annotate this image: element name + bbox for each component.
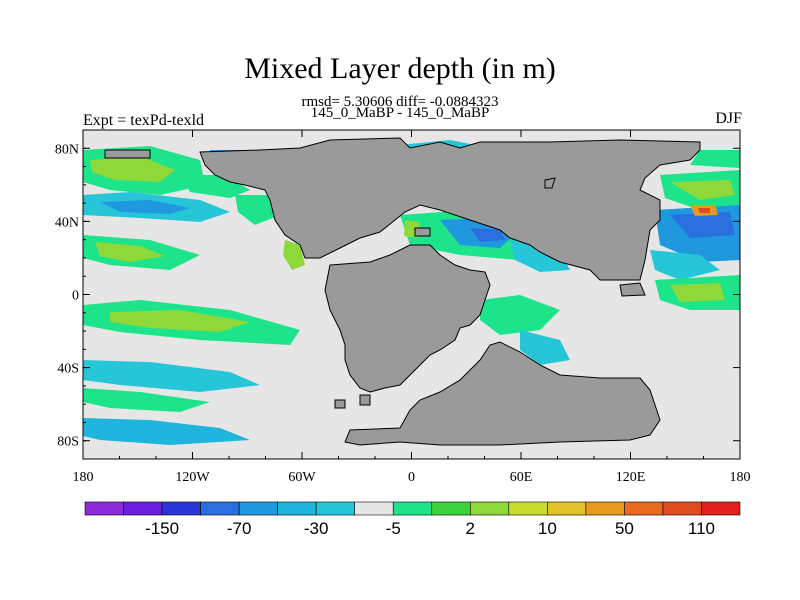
patch-cyan-indian — [520, 330, 570, 365]
lon-tick-label: 0 — [408, 470, 415, 485]
colorbar-label: 10 — [538, 519, 557, 538]
colorbar-segment — [624, 501, 664, 516]
patch-darkblue-tethys — [470, 228, 505, 242]
colorbar-segment — [123, 501, 163, 516]
lon-tick-label: 120E — [616, 470, 646, 485]
latitude-axis: 80N 40N 0 40S 80S — [55, 129, 740, 460]
lon-tick-label: 180 — [730, 470, 751, 485]
patch-red-hotspot — [698, 208, 710, 213]
patch-lime-pacific-equator — [670, 283, 725, 302]
colorbar-segment — [431, 501, 471, 516]
lat-tick-label: 80S — [57, 435, 79, 450]
patch-green-atlantic — [235, 195, 280, 225]
patch-green-south — [83, 388, 210, 412]
land-island-c — [414, 227, 431, 237]
colorbar: -150 -70 -30 -5 2 10 50 110 — [84, 501, 741, 538]
colorbar-segment — [238, 501, 278, 516]
land-island-d — [359, 394, 371, 406]
patch-green-indian — [480, 295, 560, 335]
patch-lime-west-pacific — [95, 242, 165, 262]
colorbar-segment — [508, 501, 548, 516]
colorbar-segment — [161, 501, 201, 516]
patch-cyan-tethys — [510, 240, 570, 272]
colorbar-label: -30 — [304, 519, 329, 538]
lon-tick-label: 60E — [510, 470, 533, 485]
comparison-label: 145_0_MaBP - 145_0_MaBP — [310, 105, 490, 121]
lon-tick-label: 60W — [288, 470, 316, 485]
colorbar-segment — [585, 501, 625, 516]
colorbar-label: 2 — [466, 519, 475, 538]
patch-lime-atlantic — [283, 240, 305, 270]
colorbar-label: -5 — [386, 519, 401, 538]
colorbar-segment — [547, 501, 587, 516]
colorbar-segment — [469, 501, 510, 516]
land-island-a — [619, 282, 646, 297]
land-island-e — [334, 399, 346, 409]
patch-cyan-west-pacific — [650, 250, 720, 280]
patch-green-east-pacific — [690, 150, 740, 168]
lat-tick-label: 40N — [55, 215, 79, 230]
patch-darkblue-northwest-pacific — [670, 212, 735, 238]
land-masses — [104, 137, 701, 446]
land-greenland — [104, 149, 151, 159]
colorbar-label: -150 — [145, 519, 179, 538]
patch-blue — [100, 200, 190, 214]
colorbar-segment — [200, 501, 240, 516]
lat-tick-label: 80N — [55, 142, 79, 157]
colorbar-segment — [354, 501, 394, 516]
lon-tick-label: 180 — [73, 470, 94, 485]
patch-lightblue-southern — [83, 418, 250, 445]
longitude-axis: 180 120W 60W 0 60E 120E 180 — [73, 130, 751, 485]
patch-lime-east-asia — [670, 180, 735, 200]
colorbar-segment — [84, 501, 124, 516]
patch-cyan-south — [83, 360, 260, 392]
lat-tick-label: 0 — [72, 289, 79, 304]
experiment-label: Expt = texPd-texld — [83, 112, 205, 129]
ocean-anomaly-patches — [83, 140, 740, 445]
map-panel — [83, 130, 740, 459]
land-north-america-eurasia — [199, 137, 701, 281]
land-south-america-africa — [324, 244, 491, 393]
colorbar-segment — [392, 501, 433, 516]
colorbar-label: -70 — [227, 519, 252, 538]
land-antarctica-australia — [344, 341, 661, 446]
lon-tick-label: 120W — [175, 470, 210, 485]
colorbar-segment — [277, 501, 317, 516]
colorbar-segment — [315, 501, 356, 516]
colorbar-segment — [662, 501, 702, 516]
map-title: Mixed Layer depth (in m) — [244, 52, 556, 85]
land-island-b — [544, 177, 556, 189]
stats-label: rmsd= 5.30606 diff= -0.0884323 — [301, 94, 499, 110]
lat-tick-label: 40S — [57, 362, 79, 377]
patch-lime-south-pacific — [110, 310, 250, 332]
season-label: DJF — [715, 110, 742, 127]
patch-lime — [90, 156, 175, 182]
colorbar-label: 110 — [688, 519, 715, 538]
colorbar-label: 50 — [615, 519, 634, 538]
colorbar-segment — [701, 501, 741, 516]
